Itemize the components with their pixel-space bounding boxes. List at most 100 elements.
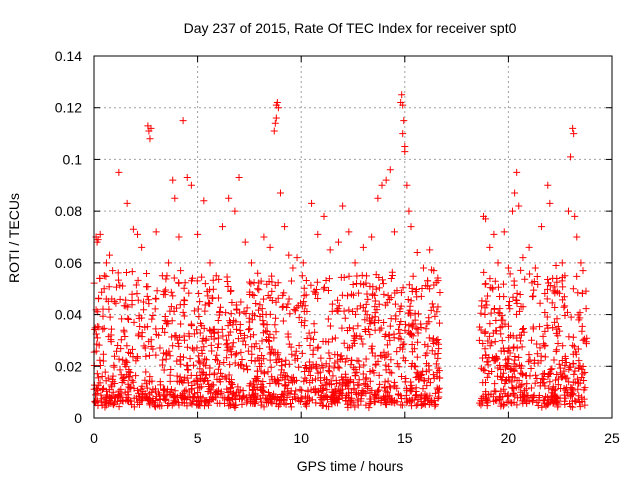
data-point bbox=[434, 395, 442, 403]
data-point bbox=[144, 395, 152, 403]
data-point bbox=[553, 315, 561, 323]
y-axis-label: ROTI / TECUs bbox=[6, 193, 22, 283]
data-point bbox=[285, 295, 293, 303]
data-point bbox=[481, 280, 489, 288]
data-point bbox=[523, 399, 531, 407]
data-point bbox=[209, 294, 217, 302]
data-point bbox=[306, 341, 314, 349]
data-point bbox=[295, 341, 303, 349]
y-tick-label: 0.04 bbox=[55, 307, 82, 323]
data-point bbox=[543, 321, 551, 329]
data-point bbox=[125, 368, 133, 376]
data-point bbox=[232, 350, 240, 358]
data-point-peak bbox=[374, 194, 382, 202]
data-point bbox=[208, 347, 216, 355]
data-point bbox=[571, 367, 579, 375]
data-point bbox=[236, 321, 244, 329]
data-point bbox=[295, 314, 303, 322]
data-point bbox=[331, 398, 339, 406]
data-point bbox=[507, 398, 515, 406]
data-point-peak bbox=[430, 267, 438, 275]
data-point bbox=[202, 336, 210, 344]
data-point bbox=[143, 380, 151, 388]
data-point bbox=[110, 361, 118, 369]
data-point bbox=[412, 402, 420, 410]
data-point bbox=[580, 395, 588, 403]
data-point bbox=[257, 401, 265, 409]
data-point-peak bbox=[272, 114, 280, 122]
data-point bbox=[248, 386, 256, 394]
data-point bbox=[156, 344, 164, 352]
data-point bbox=[202, 371, 210, 379]
data-point bbox=[338, 291, 346, 299]
data-point bbox=[387, 275, 395, 283]
data-point bbox=[298, 387, 306, 395]
data-point bbox=[138, 382, 146, 390]
data-point bbox=[256, 345, 264, 353]
data-point bbox=[528, 293, 536, 301]
data-point bbox=[409, 320, 417, 328]
data-point bbox=[271, 321, 279, 329]
data-point bbox=[426, 379, 434, 387]
data-point bbox=[111, 352, 119, 360]
data-point bbox=[366, 331, 374, 339]
data-point-peak bbox=[115, 168, 123, 176]
data-point bbox=[520, 393, 528, 401]
data-point bbox=[159, 392, 167, 400]
data-point bbox=[561, 302, 569, 310]
data-point bbox=[548, 365, 556, 373]
data-point bbox=[250, 279, 258, 287]
data-point bbox=[201, 301, 209, 309]
data-point bbox=[497, 330, 505, 338]
data-point bbox=[260, 295, 268, 303]
data-point bbox=[351, 403, 359, 411]
data-point bbox=[519, 325, 527, 333]
data-point bbox=[100, 324, 108, 332]
data-point-peak bbox=[403, 181, 411, 189]
data-point bbox=[488, 339, 496, 347]
data-point bbox=[106, 313, 114, 321]
data-point bbox=[151, 387, 159, 395]
data-point bbox=[298, 349, 306, 357]
data-point bbox=[498, 373, 506, 381]
data-point bbox=[165, 347, 173, 355]
data-point bbox=[126, 384, 134, 392]
data-point bbox=[550, 387, 558, 395]
data-point bbox=[151, 403, 159, 411]
data-point bbox=[263, 328, 271, 336]
data-point-peak bbox=[407, 223, 415, 231]
data-point bbox=[166, 307, 174, 315]
data-point bbox=[323, 375, 331, 383]
data-point bbox=[346, 396, 354, 404]
data-point bbox=[144, 296, 152, 304]
data-point bbox=[571, 397, 579, 405]
data-point bbox=[399, 345, 407, 353]
data-point bbox=[201, 280, 209, 288]
data-point bbox=[213, 375, 221, 383]
data-point bbox=[128, 376, 136, 384]
data-point bbox=[525, 358, 533, 366]
data-point bbox=[492, 316, 500, 324]
data-point bbox=[391, 300, 399, 308]
data-point bbox=[306, 365, 314, 373]
data-point bbox=[213, 399, 221, 407]
data-point bbox=[554, 399, 562, 407]
data-point bbox=[101, 368, 109, 376]
data-point bbox=[312, 360, 320, 368]
data-point bbox=[393, 287, 401, 295]
data-point-peak bbox=[241, 238, 249, 246]
data-point bbox=[477, 309, 485, 317]
data-point-peak bbox=[254, 269, 262, 277]
data-point bbox=[243, 304, 251, 312]
data-point bbox=[123, 393, 131, 401]
data-point bbox=[103, 391, 111, 399]
data-point bbox=[477, 326, 485, 334]
data-point bbox=[137, 385, 145, 393]
data-point bbox=[184, 366, 192, 374]
data-point bbox=[548, 299, 556, 307]
data-point bbox=[288, 350, 296, 358]
data-point bbox=[528, 336, 536, 344]
data-point bbox=[363, 382, 371, 390]
data-point bbox=[189, 397, 197, 405]
data-point bbox=[353, 332, 361, 340]
